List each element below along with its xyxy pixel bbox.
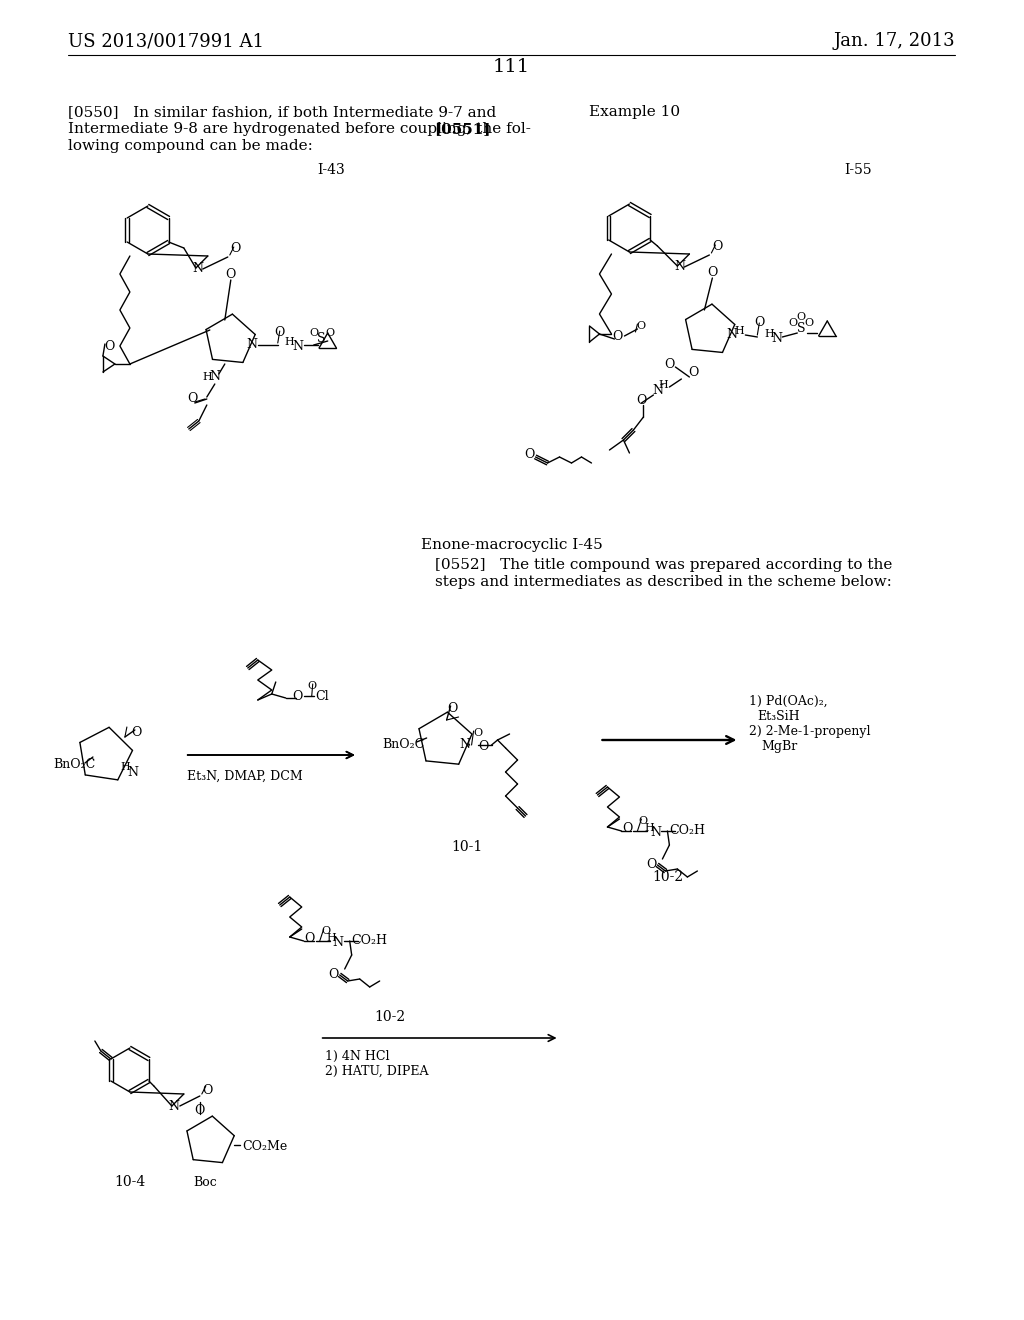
- Text: O: O: [797, 312, 806, 322]
- Text: MgBr: MgBr: [761, 741, 798, 752]
- Text: O: O: [326, 327, 334, 338]
- Text: 1) Pd(OAc)₂,: 1) Pd(OAc)₂,: [750, 696, 828, 708]
- Text: [0552]   The title compound was prepared according to the: [0552] The title compound was prepared a…: [434, 558, 892, 572]
- Text: O: O: [187, 392, 198, 405]
- Text: O: O: [104, 339, 115, 352]
- Text: N: N: [674, 260, 685, 273]
- Text: CO₂H: CO₂H: [351, 935, 388, 948]
- Text: O: O: [623, 822, 633, 836]
- Text: O: O: [230, 243, 241, 256]
- Text: [0551]: [0551]: [434, 121, 492, 136]
- Text: I-55: I-55: [844, 162, 871, 177]
- Text: 10-2: 10-2: [374, 1010, 406, 1024]
- Text: H: H: [765, 329, 774, 339]
- Text: N: N: [193, 263, 204, 276]
- Text: N: N: [726, 329, 737, 342]
- Text: O: O: [524, 449, 535, 462]
- Text: O: O: [637, 321, 646, 331]
- Text: 2) 2-Me-1-propenyl: 2) 2-Me-1-propenyl: [750, 725, 870, 738]
- Text: N: N: [209, 371, 220, 384]
- Text: N: N: [247, 338, 257, 351]
- Text: H: H: [202, 372, 212, 381]
- Text: [0550]   In similar fashion, if both Intermediate 9-7 and: [0550] In similar fashion, if both Inter…: [68, 106, 497, 119]
- Text: H: H: [644, 822, 654, 833]
- Text: N: N: [127, 767, 138, 780]
- Text: Enone-macrocyclic I-45: Enone-macrocyclic I-45: [421, 539, 602, 552]
- Text: O: O: [688, 367, 698, 380]
- Text: N: N: [652, 384, 663, 397]
- Text: O: O: [754, 317, 765, 330]
- Text: O: O: [293, 689, 303, 702]
- Text: 111: 111: [493, 58, 530, 77]
- Text: O: O: [708, 265, 718, 279]
- Text: 10-2: 10-2: [652, 870, 683, 884]
- Text: N: N: [168, 1101, 179, 1114]
- Text: O: O: [478, 741, 488, 754]
- Text: N: N: [772, 333, 782, 346]
- Text: O: O: [447, 701, 458, 714]
- Text: H: H: [120, 762, 130, 772]
- Text: O: O: [132, 726, 142, 739]
- Text: CO₂H: CO₂H: [670, 825, 706, 837]
- Text: Et₃N, DMAP, DCM: Et₃N, DMAP, DCM: [187, 770, 303, 783]
- Text: 10-1: 10-1: [451, 840, 482, 854]
- Text: O: O: [639, 816, 648, 826]
- Text: N: N: [292, 341, 303, 354]
- Text: Jan. 17, 2013: Jan. 17, 2013: [834, 32, 955, 50]
- Text: H: H: [658, 380, 669, 389]
- Text: O: O: [665, 359, 675, 371]
- Text: O: O: [307, 681, 316, 690]
- Text: H: H: [285, 337, 295, 347]
- Text: H: H: [734, 326, 744, 337]
- Text: US 2013/0017991 A1: US 2013/0017991 A1: [68, 32, 264, 50]
- Text: O: O: [473, 729, 482, 738]
- Text: O: O: [636, 395, 646, 408]
- Text: BnO₂C: BnO₂C: [383, 738, 425, 751]
- Text: O: O: [646, 858, 656, 871]
- Text: Example 10: Example 10: [590, 106, 681, 119]
- Text: O: O: [612, 330, 623, 342]
- Text: O: O: [322, 927, 331, 936]
- Text: S: S: [317, 333, 326, 346]
- Text: O: O: [805, 318, 814, 327]
- Text: 1) 4N HCl: 1) 4N HCl: [325, 1049, 389, 1063]
- Text: steps and intermediates as described in the scheme below:: steps and intermediates as described in …: [434, 576, 892, 589]
- Text: H: H: [327, 933, 337, 942]
- Text: O: O: [304, 932, 315, 945]
- Text: I-43: I-43: [317, 162, 345, 177]
- Text: O: O: [712, 240, 723, 253]
- Text: O: O: [274, 326, 285, 339]
- Text: N: N: [332, 936, 343, 949]
- Text: CO₂Me: CO₂Me: [242, 1139, 287, 1152]
- Text: O: O: [329, 969, 339, 982]
- Text: N: N: [650, 825, 660, 838]
- Text: Et₃SiH: Et₃SiH: [758, 710, 800, 723]
- Text: O: O: [309, 327, 318, 338]
- Text: O: O: [225, 268, 236, 281]
- Text: lowing compound can be made:: lowing compound can be made:: [68, 139, 312, 153]
- Text: Cl: Cl: [315, 689, 329, 702]
- Text: 10-4: 10-4: [115, 1175, 145, 1189]
- Text: Boc: Boc: [193, 1176, 217, 1189]
- Text: O: O: [788, 318, 798, 327]
- Text: N: N: [459, 738, 470, 751]
- Text: S: S: [797, 322, 806, 335]
- Text: Intermediate 9-8 are hydrogenated before coupling, the fol-: Intermediate 9-8 are hydrogenated before…: [68, 121, 530, 136]
- Text: O: O: [195, 1104, 205, 1117]
- Text: BnO₂C: BnO₂C: [53, 759, 95, 771]
- Text: O: O: [203, 1084, 213, 1097]
- Text: 2) HATU, DIPEA: 2) HATU, DIPEA: [325, 1065, 428, 1078]
